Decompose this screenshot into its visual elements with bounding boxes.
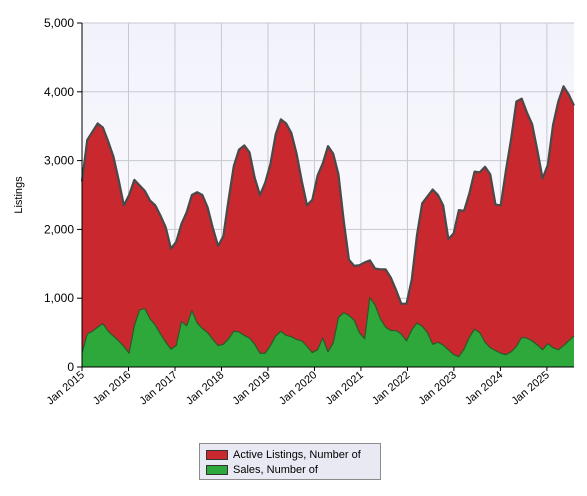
x-tick-label: Jan 2016 [91, 369, 133, 407]
x-tick-label: Jan 2018 [184, 369, 226, 407]
legend-label-active-listings: Active Listings, Number of [233, 448, 361, 461]
chart-legend: Active Listings, Number of Sales, Number… [199, 443, 381, 480]
x-tick-label: Jan 2022 [370, 369, 412, 407]
series-areas [80, 85, 575, 368]
x-tick-label: Jan 2024 [463, 369, 505, 407]
legend-item-active-listings: Active Listings, Number of [206, 447, 374, 462]
y-axis-title: Listings [13, 176, 25, 214]
x-tick-label: Jan 2019 [230, 369, 272, 407]
y-tick-label: 2,000 [44, 222, 74, 236]
x-tick-label: Jan 2017 [138, 369, 180, 407]
active-listings-line [80, 85, 575, 305]
legend-label-sales: Sales, Number of [233, 463, 318, 476]
x-tick-label: Jan 2015 [45, 369, 87, 407]
y-tick-label: 4,000 [44, 85, 74, 99]
x-tick-label: Jan 2023 [416, 369, 458, 407]
legend-swatch-active-listings [206, 449, 228, 460]
x-tick-label: Jan 2020 [277, 369, 319, 407]
y-tick-label: 5,000 [44, 16, 74, 30]
y-tick-label: 0 [67, 360, 74, 374]
x-tick-label: Jan 2025 [509, 369, 551, 407]
legend-swatch-sales [206, 464, 228, 475]
legend-item-sales: Sales, Number of [206, 462, 374, 477]
y-tick-label: 1,000 [44, 291, 74, 305]
x-tick-label: Jan 2021 [323, 369, 365, 407]
active-listings-area [82, 86, 574, 368]
sales-line [81, 296, 575, 358]
sales-area [82, 297, 574, 367]
y-tick-label: 3,000 [44, 154, 74, 168]
